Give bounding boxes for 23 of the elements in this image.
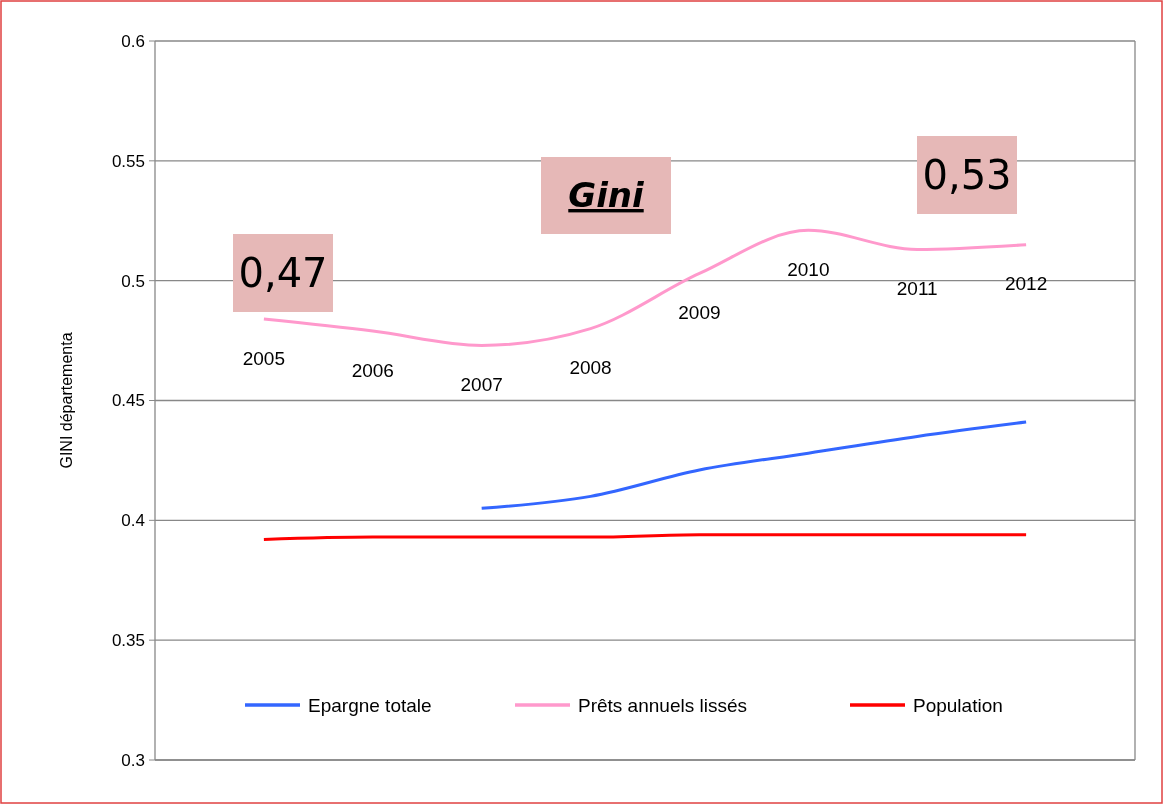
annotation: 2006 [351, 359, 394, 381]
annotation: 2010 [787, 258, 830, 280]
annotation: 2005 [242, 347, 286, 369]
text: Gini [568, 175, 646, 215]
legend-label: Epargne totale [308, 694, 432, 716]
annotation: 2011 [896, 278, 938, 300]
y-tick-label: 0.6 [121, 31, 145, 51]
y-axis-title: GINI départementa [58, 332, 75, 469]
y-tick-label: 0.45 [111, 391, 145, 411]
annotation: 2008 [569, 357, 612, 379]
annotation: 0,47 [238, 250, 328, 296]
legend-label: Population [913, 694, 1003, 716]
annotation: 2009 [678, 302, 721, 324]
y-tick-label: 0.3 [121, 750, 145, 770]
y-tick-label: 0.4 [121, 511, 145, 531]
annotation: 2007 [460, 374, 503, 396]
y-tick-label: 0.5 [121, 271, 145, 291]
annotation: 0,53 [922, 152, 1012, 198]
y-tick-label: 0.35 [111, 631, 145, 651]
legend-label: Prêts annuels lissés [578, 694, 747, 716]
y-tick-label: 0.55 [111, 151, 145, 171]
annotation: 2012 [1004, 273, 1048, 295]
line-series [480, 420, 1028, 510]
